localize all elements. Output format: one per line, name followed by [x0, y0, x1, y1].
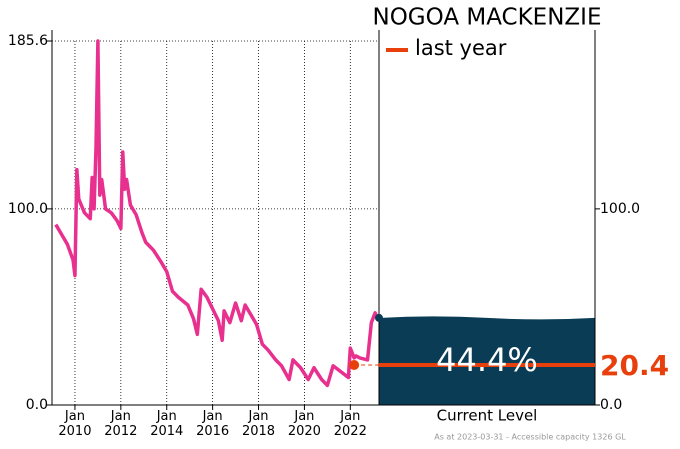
- x-tick-label: Jan 2020: [287, 409, 321, 439]
- legend-label: last year: [415, 36, 507, 60]
- chart-title: NOGOA MACKENZIE: [372, 5, 601, 31]
- x-tick-label: Jan 2022: [333, 409, 367, 439]
- x-tick-label: Jan 2012: [104, 409, 138, 439]
- y-tick-label: 0.0: [26, 397, 48, 413]
- x-tick-label: Jan 2010: [58, 409, 92, 439]
- current-dot: [375, 313, 383, 322]
- y-tick-label: 100.0: [8, 201, 48, 217]
- current-label: Current Level: [437, 407, 538, 425]
- last-year-value-label: 20.4: [600, 349, 669, 382]
- y2-tick-label: 100.0: [600, 201, 640, 217]
- current-level-fill: [379, 316, 595, 405]
- current-value-label: 44.4%: [436, 341, 538, 379]
- y-tick-label: 185.6: [8, 33, 48, 49]
- footnote: As at 2023-03-31 - Accessible capacity 1…: [434, 433, 626, 442]
- x-tick-label: Jan 2016: [196, 409, 230, 439]
- x-tick-label: Jan 2014: [150, 409, 184, 439]
- y2-tick-label: 0.0: [600, 397, 622, 413]
- last-year-dot: [349, 359, 360, 370]
- x-tick-label: Jan 2018: [241, 409, 276, 439]
- series-line: [54, 39, 379, 388]
